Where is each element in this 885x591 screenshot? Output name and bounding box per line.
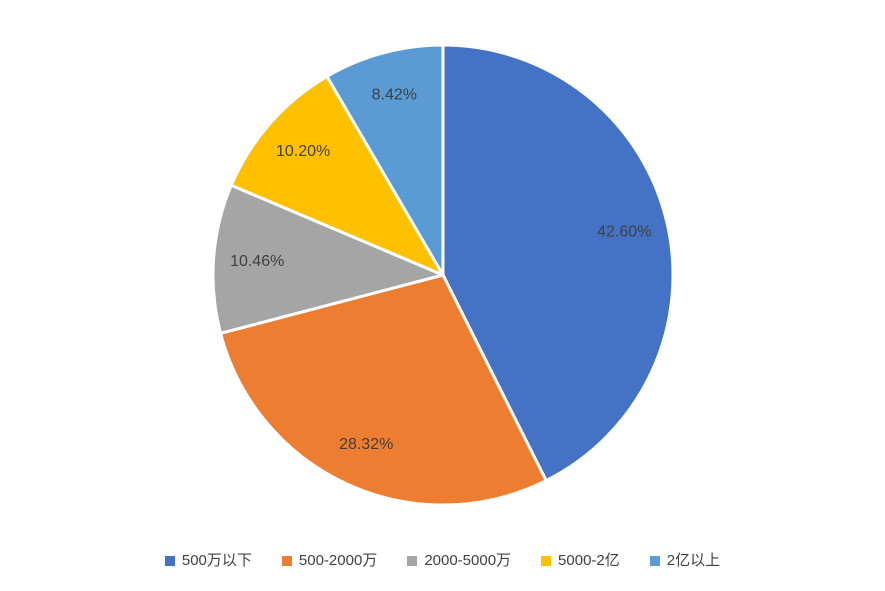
chart-legend: 500万以下 500-2000万 2000-5000万 5000-2亿 2亿以上: [0, 550, 885, 572]
legend-swatch-icon: [164, 556, 175, 566]
pie-slice-0: [441, 43, 675, 483]
legend-item-label: 500-2000万: [298, 552, 378, 569]
slice-data-label-4: 8.42%: [372, 86, 417, 103]
legend-swatch-icon: [407, 556, 418, 566]
legend-item-4: 2亿以上: [649, 550, 721, 572]
legend-item-2: 2000-5000万: [407, 550, 511, 572]
legend-item-3: 5000-2亿: [541, 550, 620, 572]
legend-swatch-icon: [649, 556, 660, 566]
legend-item-label: 500万以下: [181, 552, 252, 569]
slice-data-label-3: 10.20%: [276, 143, 330, 160]
slice-data-label-0: 42.60%: [597, 223, 651, 240]
pie-slice-4: [325, 43, 445, 277]
legend-item-label: 5000-2亿: [558, 552, 620, 569]
pie-slice-2: [211, 183, 445, 335]
legend-item-label: 2000-5000万: [424, 552, 512, 569]
slice-data-label-2: 10.46%: [230, 253, 284, 270]
slice-data-label-1: 28.32%: [339, 436, 393, 453]
pie-slice-1: [219, 273, 548, 507]
legend-swatch-icon: [541, 556, 552, 566]
pie-chart: 42.60% 28.32% 10.46% 10.20% 8.42%: [211, 43, 675, 507]
pie-slice-3: [229, 74, 445, 277]
legend-item-1: 500-2000万: [281, 550, 378, 572]
legend-item-0: 500万以下: [164, 550, 252, 572]
legend-swatch-icon: [281, 556, 292, 566]
legend-item-label: 2亿以上: [666, 552, 721, 569]
